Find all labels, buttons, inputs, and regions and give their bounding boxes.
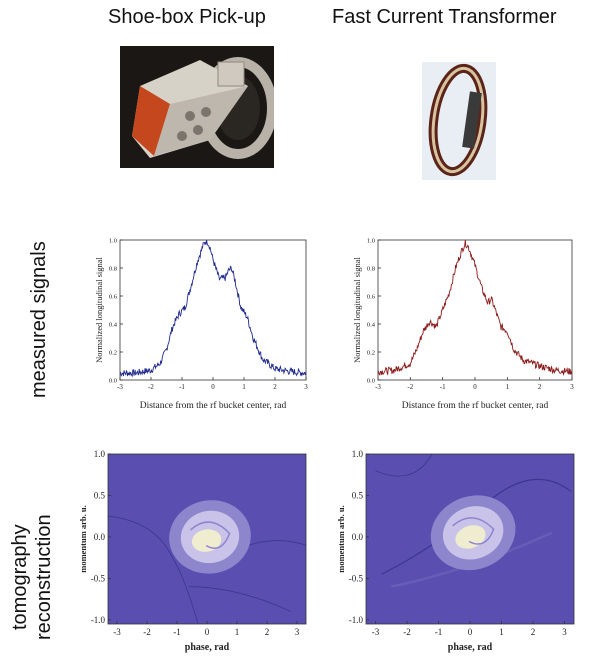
x-tick-label: -3 xyxy=(372,627,380,637)
y-tick-label: 0.8 xyxy=(109,266,117,273)
column-title-shoebox: Shoe-box Pick-up xyxy=(108,6,266,28)
x-tick-label: 3 xyxy=(295,627,300,637)
fct-signal-chart: -3 -2 -1 0 1 2 3 0.0 0.2 0.4 0.6 0.8 1.0 Distance fro… xyxy=(352,238,574,412)
contour-line xyxy=(375,453,433,477)
x-tick-label: 0 xyxy=(468,627,473,637)
x-tick-label: -1 xyxy=(435,627,443,637)
y-tick-label: 0.2 xyxy=(367,350,375,357)
x-tick-label: 2 xyxy=(265,627,270,637)
y-tick-label: 0.5 xyxy=(352,490,364,500)
y-tick-label: 0.0 xyxy=(352,532,364,542)
x-tick-label: -3 xyxy=(117,383,123,391)
y-tick-label: 0.6 xyxy=(367,294,376,301)
y-tick-label: 0.0 xyxy=(367,378,375,385)
y-tick-label: 0.4 xyxy=(367,322,376,329)
x-tick-label: 0 xyxy=(211,383,215,391)
x-tick-label: 3 xyxy=(562,627,567,637)
shoebox-tomography-plot: -3 -2 -1 0 1 2 3 -1.0 -0.5 0.0 0.5 1.0 phase, rad mom… xyxy=(78,450,307,653)
x-tick-label: 3 xyxy=(304,383,308,391)
x-axis-label: Distance from the rf bucket center, rad xyxy=(140,400,287,411)
contour-line xyxy=(107,515,199,625)
y-tick-label: 0.2 xyxy=(109,350,117,357)
y-tick-label: 0.6 xyxy=(109,294,118,301)
plot-frame xyxy=(377,239,573,381)
y-tick-label: 1.0 xyxy=(94,450,106,459)
y-tick-label: 1.0 xyxy=(367,238,375,245)
density-swirl xyxy=(452,517,495,545)
row-label-measured-signals: measured signals xyxy=(28,241,51,398)
y-tick-label: 0.0 xyxy=(109,378,117,385)
contour-line xyxy=(188,586,292,612)
x-tick-label: 1 xyxy=(242,383,246,391)
x-tick-label: 3 xyxy=(570,383,574,391)
x-axis-label: phase, rad xyxy=(185,642,230,653)
x-axis-label: phase, rad xyxy=(448,642,493,653)
x-axis-label: Distance from the rf bucket center, rad xyxy=(402,400,549,411)
column-title-fct: Fast Current Transformer xyxy=(332,6,557,28)
x-tick-label: -2 xyxy=(148,383,154,391)
y-tick-label: 0.8 xyxy=(367,266,375,273)
y-axis-label: Normalized longitudinal signal xyxy=(94,256,104,362)
fct-tomography-plot: -3 -2 -1 0 1 2 3 -1.0 -0.5 0.0 0.5 1.0 phase, rad mom… xyxy=(336,450,575,653)
x-tick-label: 1 xyxy=(235,627,240,637)
x-tick-label: -1 xyxy=(179,383,185,391)
x-tick-label: -2 xyxy=(143,627,151,637)
x-tick-label: -1 xyxy=(440,383,446,391)
x-tick-label: -3 xyxy=(375,383,381,391)
signal-trace xyxy=(377,239,573,377)
x-tick-label: 1 xyxy=(499,627,504,637)
y-axis-label: Normalized longitudinal signal xyxy=(352,256,362,362)
shoebox-pickup-photo xyxy=(120,46,274,168)
density-core xyxy=(455,525,486,549)
x-tick-label: 0 xyxy=(473,383,477,391)
y-tick-label: 1.0 xyxy=(352,450,364,459)
density-swirl xyxy=(190,521,231,549)
row-label-tomography-line2: reconstruction xyxy=(33,514,55,640)
y-tick-label: 1.0 xyxy=(109,238,117,245)
signal-trace xyxy=(119,239,307,378)
x-tick-label: 2 xyxy=(531,627,536,637)
y-axis-label: momentum arb. u. xyxy=(336,505,346,573)
y-tick-label: 0.5 xyxy=(94,490,106,500)
fct-photo xyxy=(422,62,496,180)
x-tick-label: -2 xyxy=(407,383,413,391)
x-tick-label: 2 xyxy=(538,383,542,391)
x-tick-label: -1 xyxy=(173,627,181,637)
x-tick-label: 2 xyxy=(273,383,277,391)
y-tick-label: -1.0 xyxy=(91,615,106,625)
y-tick-label: 0.4 xyxy=(109,322,118,329)
density-core xyxy=(191,529,222,552)
x-tick-label: -2 xyxy=(403,627,411,637)
y-axis-label: momentum arb. u. xyxy=(78,505,88,573)
x-tick-label: 1 xyxy=(506,383,510,391)
x-tick-label: -3 xyxy=(113,627,121,637)
y-tick-label: 0.0 xyxy=(94,532,106,542)
shoebox-signal-chart: -3 -2 -1 0 1 2 3 0.0 0.2 0.4 0.6 0.8 1.0 Distance fro… xyxy=(94,238,308,412)
row-label-measured-signals-text: measured signals xyxy=(28,241,50,398)
x-tick-label: 0 xyxy=(205,627,210,637)
y-tick-label: -0.5 xyxy=(349,573,364,583)
row-label-tomography-line1: tomography xyxy=(9,524,31,630)
row-label-tomography: tomography reconstruction xyxy=(8,514,56,640)
y-tick-label: -1.0 xyxy=(349,615,364,625)
y-tick-label: -0.5 xyxy=(91,573,106,583)
